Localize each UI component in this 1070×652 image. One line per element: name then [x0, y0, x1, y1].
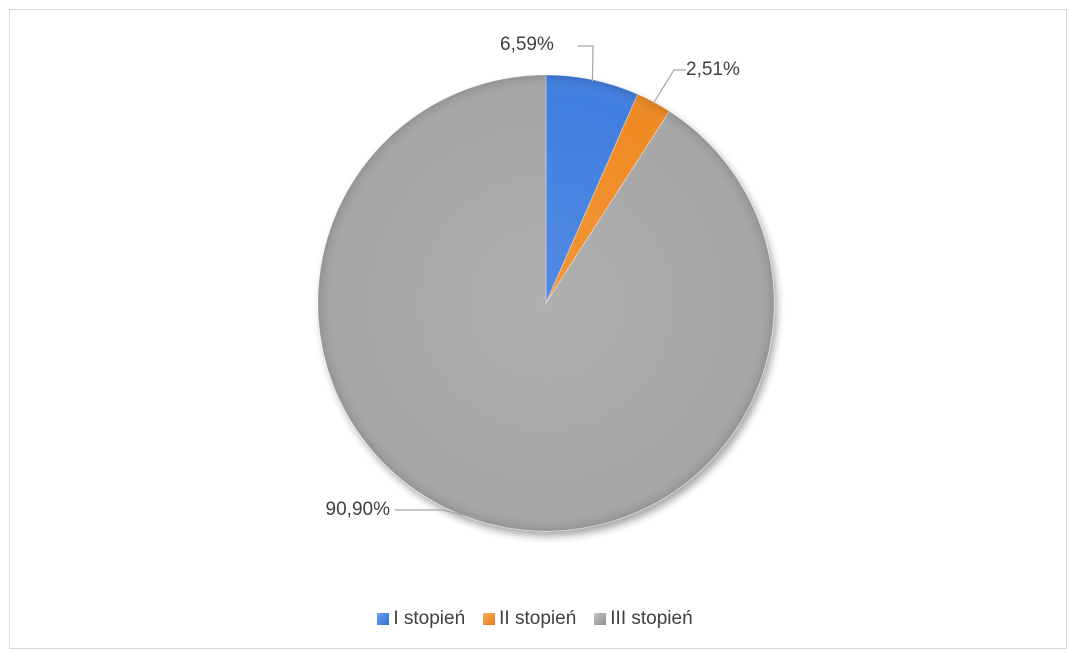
- leader-line-3: [395, 509, 483, 521]
- legend: I stopień II stopień III stopień: [0, 608, 1070, 630]
- pie-slice-3: [317, 74, 775, 532]
- legend-label-i-stopien: I stopień: [393, 608, 466, 629]
- data-label-1: 6,59%: [500, 34, 554, 55]
- legend-swatch-ii-stopien: [483, 613, 496, 625]
- legend-item-ii-stopien: II stopień: [483, 608, 576, 630]
- legend-item-i-stopien: I stopień: [377, 608, 465, 630]
- legend-swatch-iii-stopien: [594, 613, 607, 625]
- legend-label-ii-stopien: II stopień: [499, 608, 577, 629]
- data-label-3: 90,90%: [326, 499, 391, 520]
- legend-label-iii-stopien: III stopień: [610, 608, 693, 629]
- legend-swatch-i-stopien: [377, 613, 390, 625]
- data-label-2: 2,51%: [686, 59, 740, 80]
- legend-item-iii-stopien: III stopień: [594, 608, 693, 630]
- leader-line-2: [652, 69, 686, 105]
- leader-line-1: [578, 45, 594, 82]
